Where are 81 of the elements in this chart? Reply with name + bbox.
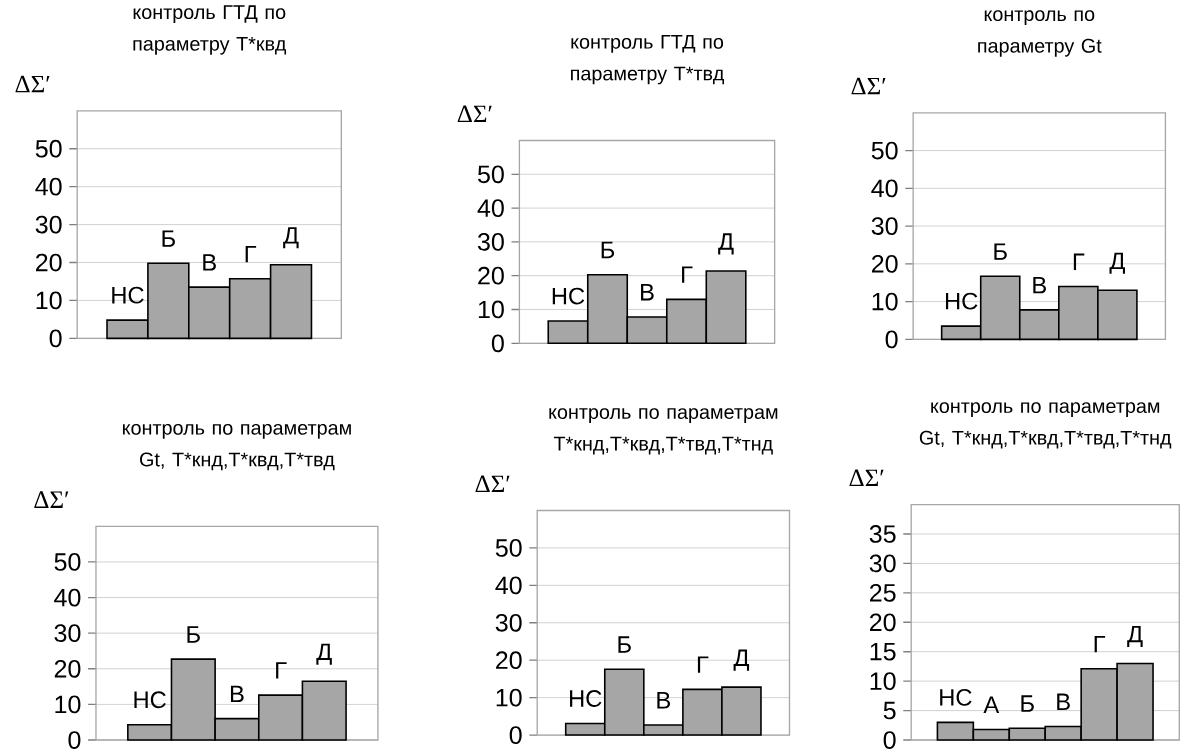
x-tick-label: А	[983, 696, 1000, 713]
y-tick-label: 30	[35, 215, 62, 234]
y-axis-title: ΔΣ′	[34, 491, 69, 508]
chart-title: контроль по параметрам Gt, T*кнд,T*квд,T*твд,T*тнд	[919, 402, 1172, 449]
y-tick-label: 20	[870, 613, 896, 632]
y-tick-label: 20	[478, 266, 504, 285]
y-tick-label: 20	[496, 651, 522, 669]
x-tick-label: В	[1033, 276, 1046, 294]
y-tick-label: 10	[496, 688, 522, 707]
x-tick-label: Д	[1109, 252, 1125, 274]
y-tick-label: 0	[491, 334, 504, 353]
y-tick-label: 30	[869, 554, 896, 573]
y-tick-label: 25	[870, 583, 896, 602]
y-tick-label: 50	[54, 552, 81, 571]
y-tick-label: 50	[871, 141, 898, 160]
y-axis-title: ΔΣ′	[849, 469, 884, 486]
x-tick-label: НС	[112, 286, 144, 304]
x-tick-label: Д	[283, 227, 299, 249]
x-tick-label: НС	[552, 287, 585, 305]
y-axis-title: ΔΣ′	[457, 105, 492, 122]
x-tick-label: НС	[134, 691, 166, 709]
x-tick-label: Г	[697, 656, 709, 673]
y-tick-label: 30	[871, 217, 898, 235]
x-tick-label: Б	[994, 243, 1007, 260]
y-tick-label: 15	[870, 642, 896, 661]
y-tick-label: 0	[49, 329, 62, 348]
x-tick-label: Б	[601, 241, 615, 258]
x-tick-label: Б	[162, 230, 175, 247]
chart-title: контроль по параметрам T*кнд,T*квд,T*твд,T*тнд	[549, 408, 778, 455]
y-tick-label: 30	[477, 232, 504, 251]
y-tick-label: 10	[36, 291, 62, 310]
x-tick-label: В	[657, 691, 671, 709]
chart-title: контроль ГТД по параметру T*квд	[133, 5, 287, 55]
chart-title: контроль по параметрам Gt, T*кнд,T*квд,T*твд	[122, 423, 351, 471]
y-tick-label: 10	[55, 695, 81, 714]
y-tick-label: 40	[54, 588, 81, 607]
y-tick-label: 0	[68, 731, 81, 749]
y-tick-label: 20	[54, 659, 81, 678]
y-tick-label: 0	[509, 726, 522, 744]
y-tick-label: 30	[54, 624, 81, 642]
y-tick-label: 50	[477, 165, 504, 184]
x-tick-label: Г	[682, 266, 693, 283]
x-tick-label: Б	[187, 626, 200, 643]
x-tick-label: В	[230, 685, 244, 702]
x-tick-label: Д	[1127, 625, 1143, 647]
y-tick-label: 40	[495, 576, 522, 595]
x-tick-label: Д	[733, 649, 750, 671]
x-tick-label: Б	[1021, 695, 1034, 712]
x-tick-label: НС	[940, 688, 972, 706]
chart-title: контроль ГТД по параметру T*твд	[571, 34, 725, 85]
y-axis-title: ΔΣ′	[851, 77, 886, 95]
y-tick-label: 40	[477, 199, 504, 217]
x-tick-label: Д	[718, 233, 734, 255]
x-tick-label: Г	[245, 245, 257, 263]
y-tick-label: 40	[35, 177, 62, 196]
y-axis-title: ΔΣ′	[15, 75, 50, 93]
y-tick-label: 10	[870, 672, 896, 690]
y-tick-label: 40	[871, 179, 898, 198]
y-tick-label: 10	[872, 292, 898, 311]
y-axis-title: ΔΣ′	[475, 475, 510, 492]
y-tick-label: 50	[495, 538, 522, 557]
y-tick-label: 0	[885, 330, 898, 349]
y-tick-label: 0	[883, 731, 896, 749]
x-tick-label: Г	[1073, 253, 1085, 270]
x-tick-label: НС	[945, 292, 978, 310]
y-tick-label: 20	[871, 254, 898, 273]
x-tick-label: В	[203, 254, 216, 271]
y-tick-label: 35	[869, 524, 896, 543]
y-tick-label: 30	[495, 613, 522, 632]
x-tick-label: В	[641, 283, 654, 301]
x-tick-label: НС	[570, 689, 602, 707]
x-tick-label: В	[1057, 693, 1070, 710]
y-tick-label: 5	[883, 701, 896, 720]
chart-title: контроль по параметру Gt	[978, 10, 1102, 57]
x-tick-label: Г	[276, 662, 287, 679]
x-tick-label: Д	[316, 643, 332, 665]
y-tick-label: 50	[35, 139, 62, 158]
y-tick-label: 10	[478, 300, 504, 319]
x-tick-label: Г	[1094, 635, 1106, 653]
x-tick-label: Б	[618, 636, 631, 653]
y-tick-label: 20	[36, 253, 62, 272]
